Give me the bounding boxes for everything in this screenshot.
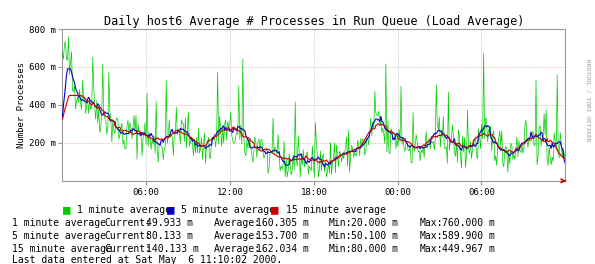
Text: RRDTOOL / TOBI OETIKER: RRDTOOL / TOBI OETIKER — [585, 59, 590, 142]
Text: Current:: Current: — [104, 244, 151, 254]
Text: 140.133 m: 140.133 m — [146, 244, 199, 254]
Text: Current:: Current: — [104, 218, 151, 228]
Text: 49.933 m: 49.933 m — [146, 218, 193, 228]
Text: 5 minute average: 5 minute average — [12, 231, 106, 241]
Text: Average:: Average: — [214, 244, 261, 254]
Text: 80.133 m: 80.133 m — [146, 231, 193, 241]
Text: 50.100 m: 50.100 m — [351, 231, 398, 241]
Text: 20.000 m: 20.000 m — [351, 218, 398, 228]
Text: 162.034 m: 162.034 m — [256, 244, 309, 254]
Text: 160.305 m: 160.305 m — [256, 218, 309, 228]
Text: ■: ■ — [167, 203, 174, 216]
Text: 15 minute average: 15 minute average — [12, 244, 112, 254]
Text: 1 minute average: 1 minute average — [12, 218, 106, 228]
Text: Max:: Max: — [419, 244, 443, 254]
Text: 589.900 m: 589.900 m — [442, 231, 495, 241]
Text: ■: ■ — [62, 203, 70, 216]
Text: Max:: Max: — [419, 218, 443, 228]
Text: 15 minute average: 15 minute average — [286, 205, 386, 215]
Text: Average:: Average: — [214, 218, 261, 228]
Text: Min:: Min: — [329, 244, 352, 254]
Text: Min:: Min: — [329, 218, 352, 228]
Text: 760.000 m: 760.000 m — [442, 218, 495, 228]
Title: Daily host6 Average # Processes in Run Queue (Load Average): Daily host6 Average # Processes in Run Q… — [104, 15, 524, 28]
Text: ■: ■ — [271, 203, 278, 216]
Text: 449.967 m: 449.967 m — [442, 244, 495, 254]
Text: Average:: Average: — [214, 231, 261, 241]
Text: Max:: Max: — [419, 231, 443, 241]
Text: 1 minute average: 1 minute average — [77, 205, 171, 215]
Text: 153.700 m: 153.700 m — [256, 231, 309, 241]
Text: Last data entered at Sat May  6 11:10:02 2000.: Last data entered at Sat May 6 11:10:02 … — [12, 255, 282, 264]
Text: 5 minute average: 5 minute average — [181, 205, 275, 215]
Text: Min:: Min: — [329, 231, 352, 241]
Text: 80.000 m: 80.000 m — [351, 244, 398, 254]
Text: Current:: Current: — [104, 231, 151, 241]
Y-axis label: Number Processes: Number Processes — [17, 62, 26, 148]
